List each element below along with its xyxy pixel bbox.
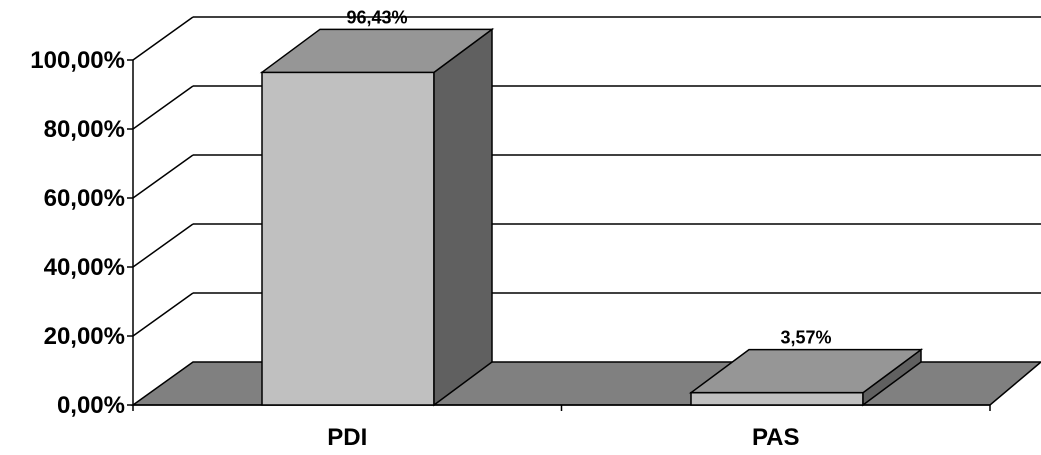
bar-pas [688, 348, 924, 407]
axes: 0,00% 20,00% 40,00% 60,00% 80,00% 100,00% [30, 47, 991, 419]
y-tick-label: 60,00% [44, 185, 125, 212]
y-tick-label: 20,00% [44, 323, 125, 350]
bar-pdi [259, 27, 495, 407]
bar-top-face [259, 28, 495, 74]
x-category-label: PDI [327, 424, 367, 450]
y-tick-label: 0,00% [57, 392, 125, 419]
gridline-diagonal [132, 292, 194, 337]
y-tick-label: 100,00% [30, 47, 125, 74]
gridline-diagonal [132, 16, 194, 61]
gridline-diagonal [132, 85, 194, 130]
y-tick-label: 80,00% [44, 116, 125, 143]
data-label: 3,57% [780, 328, 831, 348]
gridline-diagonal [132, 154, 194, 199]
x-category-label: PAS [752, 424, 800, 450]
bar-side-face [433, 27, 493, 407]
data-label: 96,43% [346, 7, 407, 27]
bar-top-face [688, 348, 924, 394]
bars [259, 27, 924, 407]
gridline-diagonal [132, 223, 194, 268]
bar-front-face [690, 391, 864, 406]
bar-front-face [261, 71, 435, 406]
y-tick-label: 40,00% [44, 254, 125, 281]
labels: 96,43% PDI 3,57% PAS [327, 7, 831, 451]
